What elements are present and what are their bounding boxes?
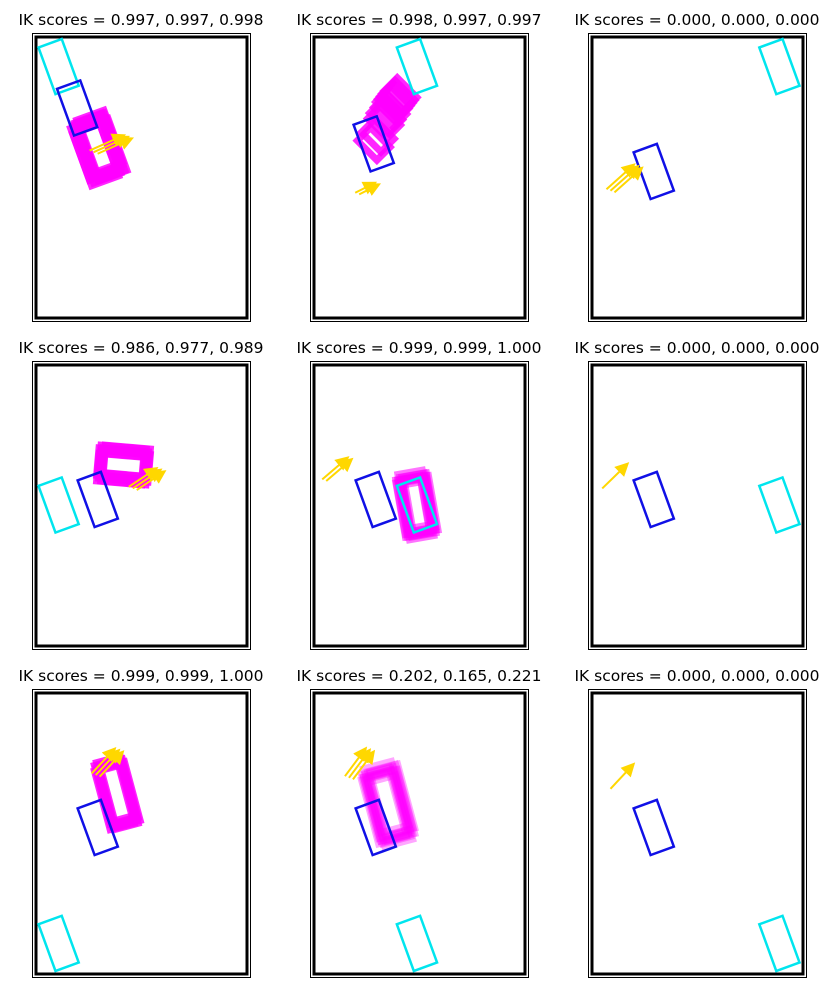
table-boundary — [312, 691, 527, 976]
subplot-8: IK scores = 0.202, 0.165, 0.221 — [296, 667, 542, 978]
subplot-2: IK scores = 0.998, 0.997, 0.997 — [296, 11, 542, 322]
arm-arrow — [136, 470, 167, 491]
arm-arrow — [609, 164, 640, 192]
target-rect — [76, 470, 120, 529]
sample-placement — [363, 765, 417, 846]
axes-frame — [588, 361, 807, 650]
sample-placement — [365, 765, 420, 846]
arm-arrow — [321, 456, 350, 481]
axes-frame — [588, 689, 807, 978]
table-boundary — [34, 691, 249, 976]
subplot-1: IK scores = 0.997, 0.997, 0.998 — [18, 11, 264, 322]
axes-frame — [32, 689, 251, 978]
table-boundary — [312, 363, 527, 648]
subplot-title: IK scores = 0.997, 0.997, 0.998 — [18, 11, 263, 29]
table-boundary — [590, 691, 805, 976]
goal-rect — [757, 475, 802, 535]
target-rect — [351, 114, 396, 174]
subplot-4: IK scores = 0.986, 0.977, 0.989 — [18, 339, 264, 650]
subplot-5: IK scores = 0.999, 0.999, 1.000 — [296, 339, 542, 650]
subplot-title: IK scores = 0.999, 0.999, 1.000 — [296, 339, 541, 357]
sample-placement — [359, 757, 413, 838]
subplot-title: IK scores = 0.998, 0.997, 0.997 — [296, 11, 541, 29]
goal-rect — [36, 37, 81, 96]
sample-placement — [397, 471, 441, 539]
axes-frame — [310, 361, 529, 650]
arm-arrow — [609, 762, 636, 790]
sample-placement — [99, 441, 155, 481]
target-rect — [632, 142, 676, 201]
arm-arrow — [352, 749, 376, 780]
table-boundary — [590, 363, 805, 648]
subplot-title: IK scores = 0.000, 0.000, 0.000 — [574, 667, 819, 685]
arm-arrow — [325, 457, 354, 482]
arm-arrow — [358, 183, 382, 196]
axes-frame — [32, 361, 251, 650]
arm-arrow — [98, 750, 125, 778]
table-boundary — [590, 35, 805, 320]
axes-frame — [310, 33, 529, 322]
subplot-9: IK scores = 0.000, 0.000, 0.000 — [574, 667, 820, 978]
subplot-6: IK scores = 0.000, 0.000, 0.000 — [574, 339, 820, 650]
sample-placement — [361, 762, 415, 843]
subplot-7: IK scores = 0.999, 0.999, 1.000 — [18, 667, 264, 978]
sample-placement — [359, 765, 413, 846]
target-rect — [354, 470, 398, 529]
arm-arrow — [97, 136, 134, 155]
sample-placement — [363, 759, 417, 840]
sample-placement — [365, 759, 420, 840]
goal-rect — [395, 914, 439, 973]
subplot-3: IK scores = 0.000, 0.000, 0.000 — [574, 11, 820, 322]
table-boundary — [312, 35, 527, 320]
target-rect — [632, 798, 676, 857]
arm-arrow — [613, 166, 644, 194]
subplot-title: IK scores = 0.000, 0.000, 0.000 — [574, 339, 819, 357]
axes-frame — [32, 33, 251, 322]
sample-placement — [375, 78, 418, 121]
table-boundary — [34, 35, 249, 320]
sample-placement — [92, 757, 141, 832]
target-rect — [354, 798, 398, 857]
subplot-title: IK scores = 0.000, 0.000, 0.000 — [574, 11, 819, 29]
goal-rect — [36, 475, 81, 535]
sample-placement — [359, 765, 413, 846]
goal-rect — [757, 37, 802, 96]
axes-frame — [588, 33, 807, 322]
axes-frame — [310, 689, 529, 978]
target-rect — [76, 798, 120, 857]
sample-placement — [363, 770, 417, 851]
arm-arrow — [601, 462, 630, 490]
sample-placement — [361, 768, 415, 849]
target-rect — [632, 470, 676, 529]
arm-arrow — [605, 163, 636, 190]
subplot-title: IK scores = 0.202, 0.165, 0.221 — [296, 667, 541, 685]
subplot-title: IK scores = 0.999, 0.999, 1.000 — [18, 667, 263, 685]
goal-rect — [395, 37, 439, 96]
goal-rect — [36, 914, 81, 973]
subplot-title: IK scores = 0.986, 0.977, 0.989 — [18, 339, 263, 357]
goal-rect — [757, 914, 802, 973]
goal-rect — [395, 475, 439, 535]
target-rect — [55, 78, 99, 138]
table-boundary — [34, 363, 249, 648]
